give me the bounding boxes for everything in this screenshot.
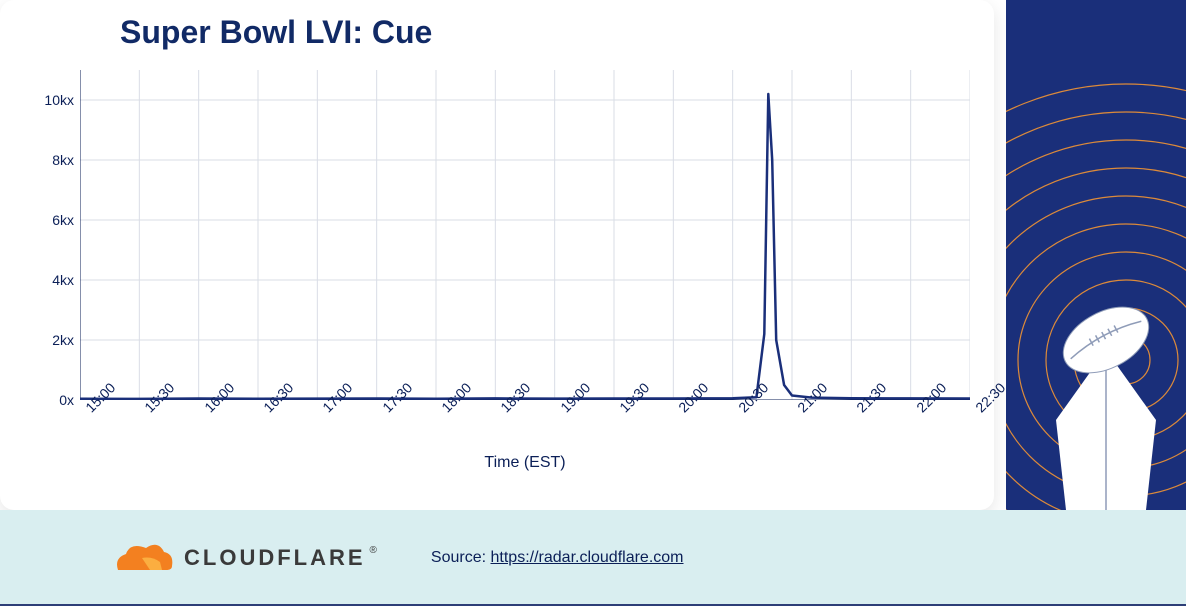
infographic-frame: Super Bowl LVI: Cue Time (EST) 0x2kx4kx6… — [0, 0, 1186, 606]
decorative-side-panel — [1006, 0, 1186, 510]
y-tick-label: 2kx — [52, 332, 74, 348]
chart-plot-area: Time (EST) 0x2kx4kx6kx8kx10kx15:0015:301… — [80, 70, 970, 400]
x-axis-label: Time (EST) — [484, 454, 565, 472]
cloudflare-logo-text: CLOUDFLARE — [184, 545, 366, 571]
source-link[interactable]: https://radar.cloudflare.com — [491, 549, 684, 566]
y-tick-label: 0x — [59, 392, 74, 408]
chart-svg — [80, 70, 970, 400]
cloudflare-logo: CLOUDFLARE ® — [112, 538, 383, 578]
source-prefix: Source: — [431, 549, 491, 566]
chart-card: Super Bowl LVI: Cue Time (EST) 0x2kx4kx6… — [0, 0, 994, 510]
trophy-icon — [1006, 290, 1186, 510]
registered-mark: ® — [370, 545, 377, 556]
x-tick-label: 22:30 — [972, 379, 1008, 415]
footer-bar: CLOUDFLARE ® Source: https://radar.cloud… — [0, 510, 1186, 606]
chart-title: Super Bowl LVI: Cue — [120, 14, 432, 51]
cloudflare-cloud-icon — [112, 538, 174, 578]
y-tick-label: 8kx — [52, 152, 74, 168]
y-tick-label: 10kx — [44, 92, 74, 108]
source-attribution: Source: https://radar.cloudflare.com — [431, 549, 684, 567]
y-tick-label: 4kx — [52, 272, 74, 288]
y-tick-label: 6kx — [52, 212, 74, 228]
